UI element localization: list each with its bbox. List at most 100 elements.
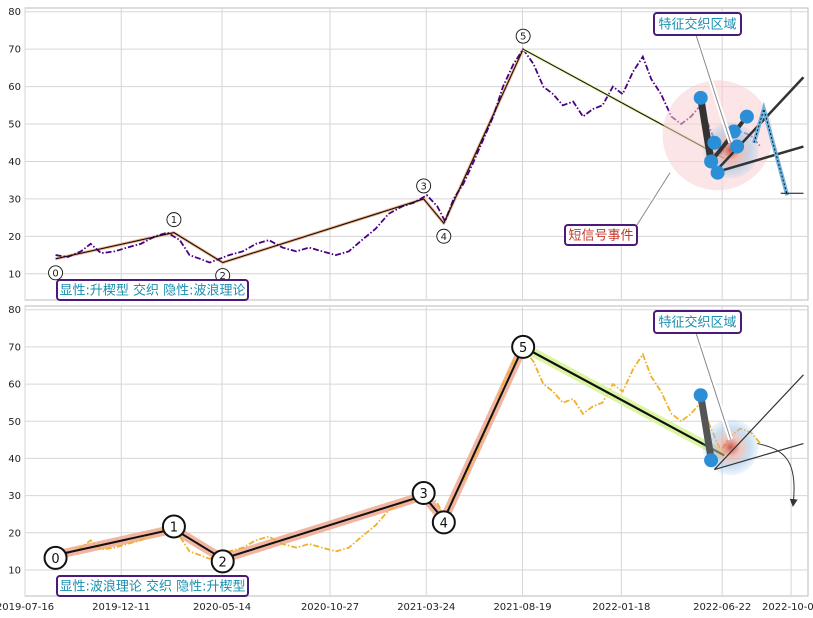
feature-zone-annotation: 特征交织区域 [653, 310, 742, 441]
wave-point-label: 2 [219, 555, 227, 570]
wave-point-0: 0 [48, 265, 64, 281]
signal-dot [710, 165, 725, 180]
trend-path [752, 101, 790, 196]
wave-point-marker [411, 481, 436, 506]
y-tick-label: 70 [8, 45, 21, 56]
wave-point-label: 5 [520, 32, 526, 43]
wave-point-label: 3 [420, 181, 426, 192]
signal-dot [730, 139, 745, 154]
wedge-lower [713, 145, 804, 174]
x-tick-label: 2022-06-22 [693, 602, 751, 613]
short-signal-annotation: 短信号事件 [564, 171, 673, 246]
y-tick-label: 40 [8, 454, 21, 465]
annotation-text: 特征交织区域 [658, 17, 736, 33]
y-tick-label: 50 [8, 417, 21, 428]
caption-text: 显性:波浪理论 交织 隐性:升楔型 [59, 579, 245, 595]
wave-point-2: 2 [210, 549, 235, 574]
annotation-arrow [695, 332, 732, 440]
signal-dot [739, 109, 754, 124]
y-tick-label: 80 [8, 305, 21, 316]
thick-segment [697, 97, 715, 163]
feature-zone-annotation: 特征交织区域 [653, 12, 742, 144]
x-tick-label: 2021-08-19 [493, 602, 551, 613]
y-tick-label: 60 [8, 380, 21, 391]
wave-point-marker [210, 549, 235, 574]
wave-point-5: 5 [511, 334, 536, 359]
decline-line [522, 345, 725, 457]
x-tick-label: 2019-07-16 [0, 602, 54, 613]
x-tick-label: 2022-10-06 [762, 602, 813, 613]
wedge-lower [714, 442, 804, 471]
wave-point-4: 4 [431, 510, 456, 535]
top-chart-panel: 10 20 30 40 50 60 70 80 0 1 2 3 4 5 特征交织区域短信号事件显性:升楔型 … [8, 7, 809, 301]
signal-dot [693, 90, 708, 105]
annotation-arrow [695, 34, 732, 143]
annotation-arrow [636, 172, 671, 226]
caption-box [56, 279, 249, 301]
wave-point-1: 1 [161, 514, 186, 539]
wave-point-marker [161, 514, 186, 539]
forecast-arrow [757, 443, 798, 508]
x-tick-label: 2019-12-11 [92, 602, 150, 613]
annotation-box [653, 310, 742, 334]
y-tick-label: 20 [8, 232, 21, 243]
x-tick-label: 2020-10-27 [301, 602, 359, 613]
pattern-caption: 显性:升楔型 交织 隐性:波浪理论 [56, 279, 249, 301]
wave-point-label: 0 [52, 268, 58, 279]
wave-point-marker [431, 510, 456, 535]
wave-point-label: 1 [170, 520, 178, 535]
wave-point-4: 4 [436, 228, 452, 244]
wave-point-3: 3 [416, 178, 432, 194]
wave-point-0: 0 [43, 545, 68, 570]
wave-point-label: 4 [441, 232, 447, 243]
annotation-text: 特征交织区域 [658, 315, 736, 331]
wave-point-label: 3 [420, 487, 428, 502]
y-tick-label: 50 [8, 120, 21, 131]
y-tick-label: 10 [8, 269, 21, 280]
wave-point-marker [48, 265, 64, 281]
x-tick-label: 2020-05-14 [193, 602, 251, 613]
plot-frame [24, 305, 809, 597]
annotation-text: 短信号事件 [568, 229, 633, 244]
annotation-box [564, 224, 638, 246]
shared-x-axis: 2019-07-16 2019-12-11 2020-05-14 2020-10-27… [0, 602, 813, 613]
wave-point-1: 1 [166, 212, 182, 228]
wave-point-5: 5 [515, 28, 531, 44]
wave-point-marker [515, 28, 531, 44]
signal-dot [704, 154, 719, 169]
wave-point-3: 3 [411, 481, 436, 506]
y-tick-label: 30 [8, 491, 21, 502]
wave-line [55, 48, 524, 264]
y-tick-label: 40 [8, 157, 21, 168]
annotation-box [653, 12, 742, 36]
signal-dot [704, 453, 719, 468]
signal-dot [693, 388, 708, 403]
caption-box [56, 575, 249, 597]
y-tick-label: 70 [8, 342, 21, 353]
wave-point-label: 4 [440, 516, 448, 531]
wave-point-label: 1 [171, 215, 177, 226]
signal-dot [707, 135, 722, 150]
x-tick-label: 2021-03-24 [397, 602, 455, 613]
y-tick-label: 20 [8, 528, 21, 539]
wave-point-label: 0 [51, 552, 59, 567]
pattern-caption: 显性:波浪理论 交织 隐性:升楔型 [56, 575, 249, 597]
wave-point-marker [416, 178, 432, 194]
caption-text: 显性:升楔型 交织 隐性:波浪理论 [59, 283, 245, 299]
wave-line [55, 346, 525, 560]
y-tick-label: 30 [8, 194, 21, 205]
wave-point-marker [43, 545, 68, 570]
wave-point-marker [166, 212, 182, 228]
wave-point-marker [436, 228, 452, 244]
x-tick-label: 2022-01-18 [592, 602, 650, 613]
y-tick-label: 60 [8, 82, 21, 93]
thick-segment [697, 394, 715, 460]
wave-point-marker [511, 334, 536, 359]
wave-point-label: 5 [519, 341, 527, 356]
y-tick-label: 10 [8, 565, 21, 576]
wave-point-label: 2 [220, 271, 226, 282]
y-tick-label: 80 [8, 7, 21, 18]
wedge-upper [713, 374, 804, 471]
